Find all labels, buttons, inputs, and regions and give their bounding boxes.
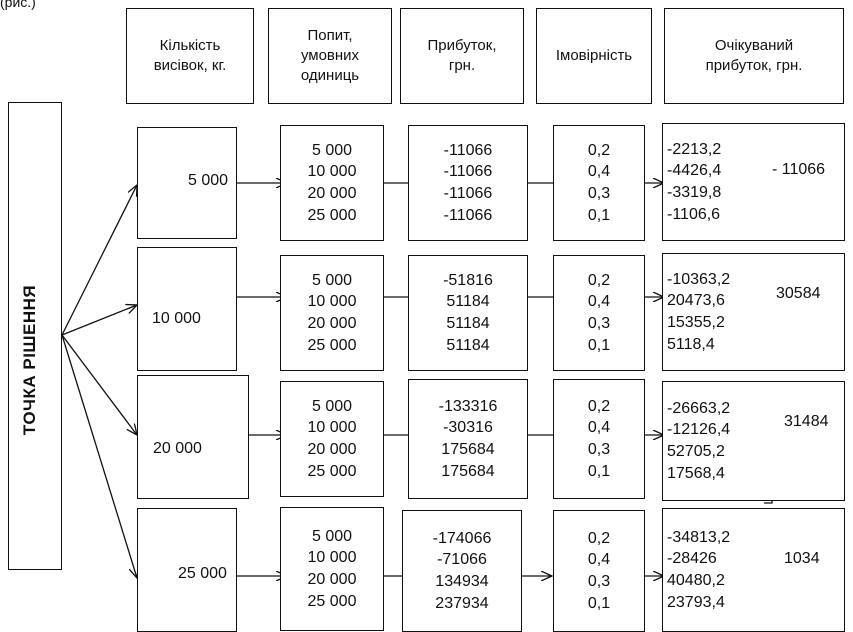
expected-value: -12126,4 <box>667 421 731 439</box>
demand-value: 10 000 <box>307 419 357 437</box>
expected-box: -26663,2 -12126,4 52705,2 17568,4 <box>662 381 845 501</box>
probability-box: 0,2 0,4 0,3 0,1 <box>553 255 645 371</box>
probability-value: 0,2 <box>587 397 611 415</box>
profit-value: 237934 <box>435 594 489 612</box>
expected-value: -3319,8 <box>667 184 722 201</box>
profit-value: -11066 <box>443 163 493 181</box>
profit-value: 51184 <box>446 315 490 332</box>
demand-value: 20 000 <box>307 571 357 588</box>
probability-value: 0,1 <box>587 594 611 612</box>
probability-value: 0,4 <box>587 419 611 437</box>
expected-value: 52705,2 <box>667 443 725 460</box>
expected-total: 30584 <box>776 285 821 302</box>
expected-value: -28426 <box>667 550 717 568</box>
profit-box: -133316 -30316 175684 175684 <box>408 379 528 499</box>
expected-value: 15355,2 <box>667 314 725 331</box>
quantity-box <box>137 375 249 499</box>
probability-value: 0,1 <box>587 336 611 354</box>
probability-value: 0,3 <box>587 441 611 458</box>
demand-box: 5 000 10 000 20 000 25 000 <box>280 507 384 631</box>
demand-value: 10 000 <box>307 293 357 311</box>
probability-value: 0,3 <box>587 573 611 590</box>
demand-box: 5 000 10 000 20 000 25 000 <box>280 125 384 241</box>
profit-value: -174066 <box>432 529 492 547</box>
header-quantity: Кількість висівок, кг. <box>126 8 254 104</box>
demand-box: 5 000 10 000 20 000 25 000 <box>280 255 384 371</box>
expected-box: -10363,2 20473,6 15355,2 5118,4 <box>662 253 845 371</box>
demand-value: 25 000 <box>307 592 357 610</box>
profit-value: 175684 <box>441 441 495 458</box>
demand-value: 5 000 <box>311 397 353 415</box>
probability-value: 0,4 <box>587 293 611 311</box>
profit-value: 51184 <box>446 336 490 354</box>
profit-value: 134934 <box>435 573 489 590</box>
header-profit: Прибуток, грн. <box>400 8 524 104</box>
demand-value: 5 000 <box>311 527 353 545</box>
expected-value: 5118,4 <box>667 335 715 353</box>
probability-value: 0,2 <box>587 529 611 547</box>
header-probability: Імовірність <box>536 8 652 104</box>
demand-value: 10 000 <box>307 163 357 181</box>
header-demand: Попит, умовних одиниць <box>268 8 392 104</box>
expected-value: -2213,2 <box>667 140 722 158</box>
expected-value: -4426,4 <box>667 162 722 180</box>
profit-value: -133316 <box>438 397 498 415</box>
probability-value: 0,4 <box>587 551 611 569</box>
probability-value: 0,1 <box>587 206 611 224</box>
demand-value: 20 000 <box>307 315 357 332</box>
probability-box: 0,2 0,4 0,3 0,1 <box>553 125 645 241</box>
demand-value: 20 000 <box>307 441 357 458</box>
expected-total: 1034 <box>784 550 820 567</box>
quantity-box <box>137 127 237 239</box>
quantity-value: 25 000 <box>178 565 227 582</box>
quantity-box <box>137 508 237 632</box>
probability-value: 0,2 <box>587 141 611 159</box>
profit-value: -71066 <box>437 551 487 569</box>
probability-box: 0,2 0,4 0,3 0,1 <box>553 510 645 632</box>
expected-value: 23793,4 <box>667 593 725 611</box>
probability-value: 0,4 <box>587 163 611 181</box>
expected-value: 40480,2 <box>667 572 725 589</box>
expected-value: 20473,6 <box>667 292 725 310</box>
expected-value: -1106,6 <box>667 205 721 223</box>
demand-value: 25 000 <box>307 462 357 480</box>
quantity-value: 5 000 <box>188 172 229 189</box>
decision-point-box <box>8 102 62 570</box>
demand-value: 25 000 <box>307 336 357 354</box>
probability-value: 0,1 <box>587 462 611 480</box>
profit-box: -51816 51184 51184 51184 <box>408 255 528 371</box>
profit-box: -174066 -71066 134934 237934 <box>402 510 522 632</box>
probability-value: 0,3 <box>587 315 611 332</box>
demand-value: 10 000 <box>307 549 357 567</box>
demand-value: 5 000 <box>311 141 353 159</box>
probability-value: 0,3 <box>587 185 611 202</box>
quantity-box <box>137 247 237 371</box>
expected-value: -34813,2 <box>667 528 731 546</box>
header-expected: Очікуваний прибуток, грн. <box>664 8 844 104</box>
profit-value: -11066 <box>443 185 493 202</box>
expected-value: 17568,4 <box>667 464 725 482</box>
expected-total: - 11066 <box>772 161 826 178</box>
profit-value: -30316 <box>443 419 493 437</box>
quantity-value: 10 000 <box>152 310 201 327</box>
demand-box: 5 000 10 000 20 000 25 000 <box>280 381 384 497</box>
profit-value: -51816 <box>443 271 493 289</box>
expected-total: 31484 <box>784 413 829 430</box>
probability-box: 0,2 0,4 0,3 0,1 <box>553 379 645 499</box>
demand-value: 20 000 <box>307 185 357 202</box>
demand-value: 5 000 <box>311 271 353 289</box>
demand-value: 25 000 <box>307 206 357 224</box>
profit-value: -11066 <box>443 141 493 159</box>
quantity-value: 20 000 <box>153 440 202 457</box>
expected-value: -26663,2 <box>667 399 731 417</box>
profit-box: -11066 -11066 -11066 -11066 <box>408 125 528 241</box>
probability-value: 0,2 <box>587 271 611 289</box>
corner-label: (рис.) <box>0 0 36 10</box>
profit-value: -11066 <box>443 206 493 224</box>
expected-box: -34813,2 -28426 40480,2 23793,4 <box>662 508 845 632</box>
expected-box: -2213,2 -4426,4 -3319,8 -1106,6 <box>662 123 845 241</box>
expected-value: -10363,2 <box>667 270 731 288</box>
profit-value: 175684 <box>441 462 495 480</box>
profit-value: 51184 <box>446 293 490 311</box>
